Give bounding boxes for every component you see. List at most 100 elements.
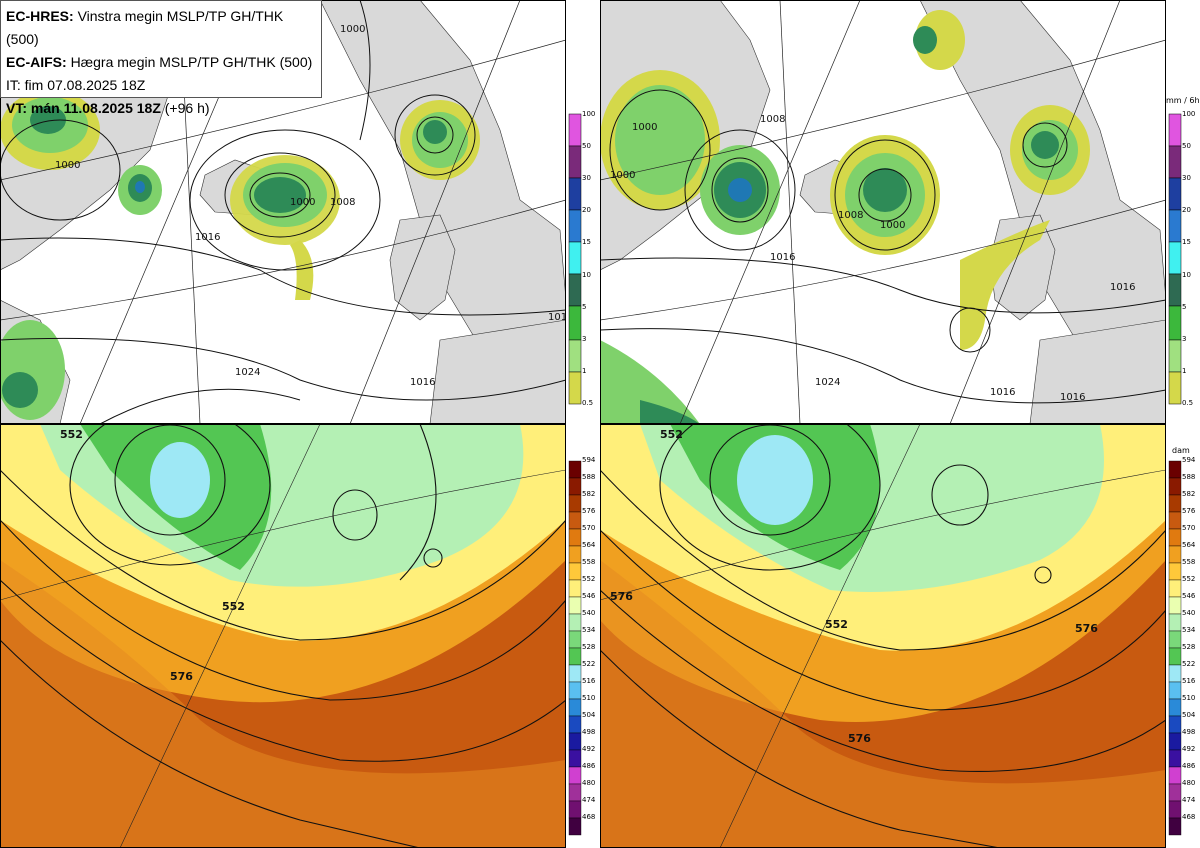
colorbar-tick-label: 594 [1182,456,1196,464]
isobar-label: 1024 [235,367,260,378]
gh-label: 552 [825,618,848,631]
isobar-label: 1008 [838,210,863,221]
colorbar-tick-label: 10 [582,270,591,279]
isobar-label: 1016 [990,387,1015,398]
gh-colorbar-left [568,460,582,836]
colorbar-tick-label: 468 [1182,813,1196,821]
colorbar-tick-label: 492 [1182,745,1196,753]
aifs-isobars [600,89,1166,404]
colorbar-tick-label: 498 [582,728,596,736]
gh-label: 576 [170,670,193,683]
isobar-label: 1016 [410,377,435,388]
colorbar-tick-label: 100 [1182,110,1196,118]
colorbar-tick-label: 510 [1182,694,1196,702]
colorbar-tick-label: 20 [1182,206,1191,215]
isobar-label: 1000 [610,170,635,181]
colorbar-tick-label: 486 [1182,762,1196,770]
info-line-hres: EC-HRES: Vinstra megin MSLP/TP GH/THK (5… [6,8,284,47]
hres-precip [0,90,480,420]
colorbar-tick-label: 564 [582,541,596,549]
colorbar-tick-label: 570 [1182,524,1196,532]
colorbar-tick-label: 0.5 [582,398,594,407]
colorbar-tick-label: 1 [1182,366,1187,375]
colorbar-tick-label: 510 [582,694,596,702]
colorbar-tick-label: 564 [1182,541,1196,549]
info-line-init-time: IT: fim 07.08.2025 18Z [6,77,146,93]
colorbar-tick-label: 540 [1182,609,1196,617]
isobar-label: 1016 [548,312,573,323]
colorbar-tick-label: 50 [1182,142,1191,151]
colorbar-tick-label: 3 [1182,334,1187,343]
isobar-label: 1008 [330,197,355,208]
colorbar-tick-label: 30 [582,174,591,183]
colorbar-tick-label: 528 [1182,643,1196,651]
hres-gh-panel: 552 552 576 [0,424,566,848]
colorbar-tick-label: 594 [582,456,596,464]
colorbar-tick-label: 504 [582,711,596,719]
gh-label: 552 [60,428,83,441]
isobar-label: 1016 [1060,392,1085,403]
info-line-valid-time: VT: mán 11.08.2025 18Z (+96 h) [6,100,210,116]
info-line-aifs: EC-AIFS: Hægra megin MSLP/TP GH/THK (500… [6,54,313,70]
colorbar-tick-label: 552 [1182,575,1196,583]
colorbar-tick-label: 0.5 [1182,398,1194,407]
isobar-label: 1000 [880,220,905,231]
aifs-gh-panel: 552 576 552 576 576 [600,424,1166,848]
colorbar-tick-label: 15 [1182,238,1191,247]
colorbar-tick-label: 30 [1182,174,1191,183]
colorbar-tick-label: 588 [1182,473,1196,481]
isobar-label: 1016 [1110,282,1135,293]
colorbar-tick-label: 5 [582,302,587,311]
colorbar-tick-label: 576 [1182,507,1196,515]
colorbar-tick-label: 546 [1182,592,1196,600]
colorbar-tick-label: 528 [582,643,596,651]
colorbar-tick-label: 546 [582,592,596,600]
colorbar-tick-label: 474 [582,796,596,804]
colorbar-tick-label: 588 [582,473,596,481]
colorbar-tick-label: 100 [582,110,596,118]
gh-label: 552 [660,428,683,441]
forecast-info-box: EC-HRES: Vinstra megin MSLP/TP GH/THK (5… [0,0,322,116]
precip-unit-label: mm / 6h [1166,96,1200,105]
isobar-label: 1024 [815,377,840,388]
precip-colorbar-right [1168,113,1182,405]
colorbar-tick-label: 552 [582,575,596,583]
scandinavia-land [319,0,566,424]
colorbar-tick-label: 540 [582,609,596,617]
colorbar-tick-label: 522 [582,660,596,668]
colorbar-tick-label: 558 [582,558,596,566]
aifs-gh-contours [600,424,1166,848]
british-isles-land [389,214,456,321]
colorbar-tick-label: 504 [1182,711,1196,719]
colorbar-tick-label: 516 [582,677,596,685]
isobar-label: 1000 [340,24,365,35]
colorbar-tick-label: 480 [1182,779,1196,787]
colorbar-tick-label: 492 [582,745,596,753]
isobar-label: 1016 [770,252,795,263]
colorbar-tick-label: 468 [582,813,596,821]
colorbar-tick-label: 486 [582,762,596,770]
colorbar-tick-label: 582 [1182,490,1196,498]
colorbar-tick-label: 1 [582,366,587,375]
colorbar-tick-label: 534 [1182,626,1196,634]
isobar-label: 1008 [760,114,785,125]
colorbar-tick-label: 5 [1182,302,1187,311]
isobar-label: 1000 [632,122,657,133]
precip-colorbar-left [568,113,582,405]
aifs-mslp-panel: 1000 1008 1000 1008 1000 1016 1016 1024 … [600,0,1166,424]
colorbar-tick-label: 480 [582,779,596,787]
gh-colorbar-right [1168,460,1182,836]
colorbar-tick-label: 50 [582,142,591,151]
colorbar-tick-label: 522 [1182,660,1196,668]
colorbar-tick-label: 582 [582,490,596,498]
gh-label: 576 [1075,622,1098,635]
colorbar-tick-label: 534 [582,626,596,634]
gh-label: 576 [848,732,871,745]
colorbar-tick-label: 498 [1182,728,1196,736]
colorbar-tick-label: 570 [582,524,596,532]
colorbar-tick-label: 474 [1182,796,1196,804]
gh-label: 576 [610,590,633,603]
gh-label: 552 [222,600,245,613]
